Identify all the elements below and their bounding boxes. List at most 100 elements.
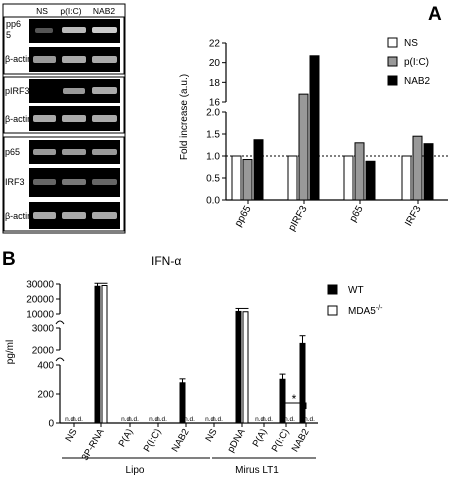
chart-a-bar: [343, 155, 354, 201]
chart-a-bar: [242, 159, 253, 201]
chart-a-x-tick-label: pp65: [233, 204, 254, 229]
band: [92, 115, 117, 122]
legend-label-mda5: MDA5-/-: [348, 305, 383, 317]
chart-b-x-tick-label: NS: [63, 427, 79, 444]
chart-a-bar: [298, 93, 309, 201]
blot-header-nab2: NAB2: [93, 6, 115, 16]
legend-label-pic: p(I:C): [404, 57, 429, 68]
chart-a-y-tick-label: 16: [209, 98, 221, 109]
chart-b-legend: WT MDA5-/-: [327, 284, 383, 317]
band: [33, 212, 56, 219]
chart-b-nd-label: n.d.: [128, 416, 139, 423]
chart-b-nd-label: n.d.: [156, 416, 167, 423]
chart-b-x-tick-label: P(A): [251, 427, 270, 449]
chart-b-ylabel: pg/ml: [5, 340, 16, 364]
band: [62, 27, 86, 33]
blot-label-actin-3: β-actin: [5, 211, 32, 221]
band: [33, 149, 56, 155]
chart-a-ylabel: Fold increase (a.u.): [179, 74, 190, 160]
chart-b-x-tick-label: pDNA: [225, 426, 248, 454]
chart-b-x-tick-label: NAB2: [290, 427, 312, 454]
chart-b-x-tick-label: P(I:C): [142, 427, 164, 454]
chart-a-bar: [412, 135, 423, 201]
chart-b-title: IFN-α: [151, 254, 181, 268]
band: [63, 88, 85, 94]
chart-a-y-tick-label: 0.5: [206, 174, 220, 185]
chart-a-y-tick-label: 1.0: [206, 152, 220, 163]
legend-swatch-ns: [387, 37, 398, 48]
chart-a-bar: [365, 160, 376, 201]
chart-b-nd-label: n.d.: [212, 416, 223, 423]
significance-star: *: [292, 392, 297, 406]
band: [33, 115, 56, 122]
chart-b-bar: [235, 310, 242, 424]
chart-b-nd-label: n.d.: [255, 416, 266, 423]
chart-b-bar: [299, 342, 306, 424]
blot-label-pp65-b: 5: [6, 30, 11, 40]
chart-a-bar: [309, 55, 320, 201]
band: [92, 27, 117, 33]
legend-swatch-nab2: [387, 75, 398, 86]
chart-b-x-tick-label: NAB2: [170, 427, 192, 454]
blot-label-p65: p65: [5, 147, 20, 157]
chart-a-bar: [231, 155, 242, 201]
chart-a-bar: [401, 155, 412, 201]
band: [92, 87, 117, 94]
chart-a-x-tick-label: pIRF3: [286, 204, 309, 233]
chart-b-y-tick-label: 10000: [26, 310, 54, 321]
chart-b-y-tick-label: 2000: [32, 346, 55, 357]
chart-b-axis-break: [55, 320, 65, 325]
chart-a-bar: [253, 139, 264, 201]
chart-b-x-tick-label: NS: [203, 427, 219, 444]
blot-label-pirf3: pIRF3: [5, 86, 30, 96]
band: [35, 28, 53, 33]
chart-b-y-tick-label: 20000: [26, 295, 54, 306]
chart-b-nd-label: n.d.: [121, 416, 132, 423]
chart-a-bar: [287, 155, 298, 201]
band: [62, 212, 86, 219]
chart-a-y-tick-label: 0.0: [206, 196, 220, 207]
legend-swatch-wt: [327, 284, 338, 295]
chart-b-nd-label: n.d.: [65, 416, 76, 423]
chart-a-y-tick-label: 18: [209, 78, 221, 89]
ifn-alpha-chart: pg/ml WT MDA5-/- Lipo Mirus LT1 * 0 200 40…: [5, 280, 383, 477]
band: [62, 179, 86, 185]
group-label-mirus: Mirus LT1: [235, 465, 279, 476]
chart-b-bar: [242, 311, 249, 424]
chart-a-y-tick-label: 2.0: [206, 108, 220, 119]
legend-swatch-pic: [387, 56, 398, 67]
legend-label-wt: WT: [348, 285, 364, 296]
band: [33, 179, 56, 185]
band: [92, 179, 117, 185]
group-label-lipo: Lipo: [126, 465, 145, 476]
chart-a-x-tick-label: IRF3: [403, 204, 424, 229]
band: [62, 115, 86, 122]
chart-a-y-tick-label: 20: [209, 58, 221, 69]
chart-a-y-tick-label: 1.5: [206, 130, 220, 141]
chart-a-bar: [354, 142, 365, 201]
chart-b-y-tick-label: 30000: [26, 280, 54, 291]
chart-b-bar: [101, 285, 108, 424]
chart-b-nd-label: n.d.: [149, 416, 160, 423]
band: [62, 56, 86, 63]
western-blot: NS p(I:C) NAB2 pp6 5 β-actin pIRF3 β-act…: [2, 3, 126, 234]
chart-b-nd-label: n.d.: [205, 416, 216, 423]
chart-a-x-tick-label: p65: [348, 204, 366, 224]
band: [92, 212, 117, 219]
blot-label-pp65: pp6: [6, 19, 21, 29]
chart-b-x-tick-label: P(A): [117, 427, 136, 449]
chart-b-nd-label: n.d.: [262, 416, 273, 423]
blot-label-irf3: IRF3: [5, 177, 25, 187]
band: [62, 149, 86, 155]
chart-b-nd-label: n.d.: [184, 416, 195, 423]
chart-a-legend: NS p(I:C) NAB2: [387, 37, 431, 87]
chart-b-nd-label: n.d.: [304, 416, 315, 423]
chart-b-x-tick-label: 3P-RNA: [80, 426, 107, 462]
blot-header-pic: p(I:C): [60, 6, 81, 16]
fold-increase-chart: Fold increase (a.u.) NS p(I:C) NAB2 0.0 0…: [179, 37, 448, 233]
chart-b-y-tick-label: 0: [48, 419, 54, 430]
chart-b-y-tick-label: 400: [37, 361, 54, 372]
chart-a-y-tick-label: 22: [209, 39, 221, 50]
chart-b-axis-break: [55, 357, 65, 362]
